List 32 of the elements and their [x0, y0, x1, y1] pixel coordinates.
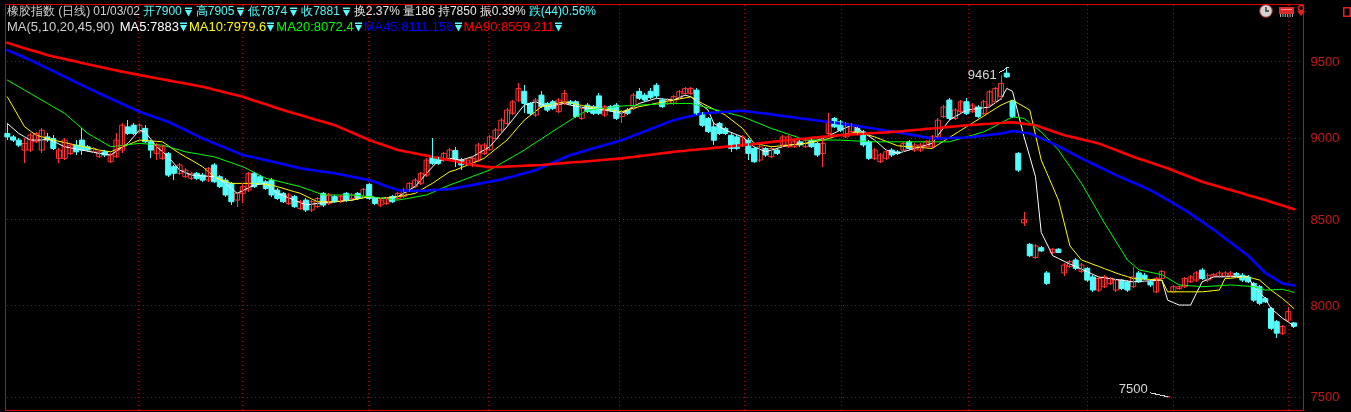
line-series	[6, 41, 1296, 211]
legend-title: MA(5,10,20,45,90)	[7, 19, 115, 34]
candlestick	[1055, 247, 1062, 254]
annotation: 跌(44)0.56%	[528, 4, 597, 19]
text: MA45:8111.156	[363, 19, 454, 34]
text: MA10:7979.6	[188, 19, 267, 34]
candlestick	[963, 97, 970, 116]
y-tick-label: 8000	[1310, 297, 1340, 313]
annotation: 持7850	[437, 4, 477, 19]
y-tick-label: 8500	[1310, 211, 1340, 227]
annotation: 开7900	[143, 4, 182, 19]
annotation: 量186	[402, 4, 435, 19]
text: MA5:7883	[119, 19, 179, 34]
chart-subtitle: 01/03/02	[93, 4, 141, 19]
annotation: 7500	[1118, 380, 1148, 396]
y-tick-label: 7500	[1310, 389, 1340, 405]
y-tick-label: 9500	[1310, 53, 1340, 69]
candlestick	[1038, 245, 1045, 253]
y-tick-label: 9000	[1310, 130, 1340, 146]
candlestick	[1003, 66, 1010, 79]
text: MA90:8559.211	[463, 19, 555, 34]
annotation: 收7881	[301, 4, 340, 19]
line-series	[6, 48, 1296, 287]
candlestick	[1147, 279, 1154, 288]
annotation: 低7874	[248, 4, 288, 19]
annotation: 高7905	[195, 4, 235, 19]
annotation: 振0.39%	[479, 4, 526, 19]
text: MA20:8072.4	[276, 19, 354, 34]
chart-title: 橡胶指数 (日线)	[7, 4, 91, 19]
annotation: 9461	[967, 66, 997, 82]
candlestick	[1009, 99, 1016, 119]
annotation: 换2.37%	[353, 4, 400, 19]
